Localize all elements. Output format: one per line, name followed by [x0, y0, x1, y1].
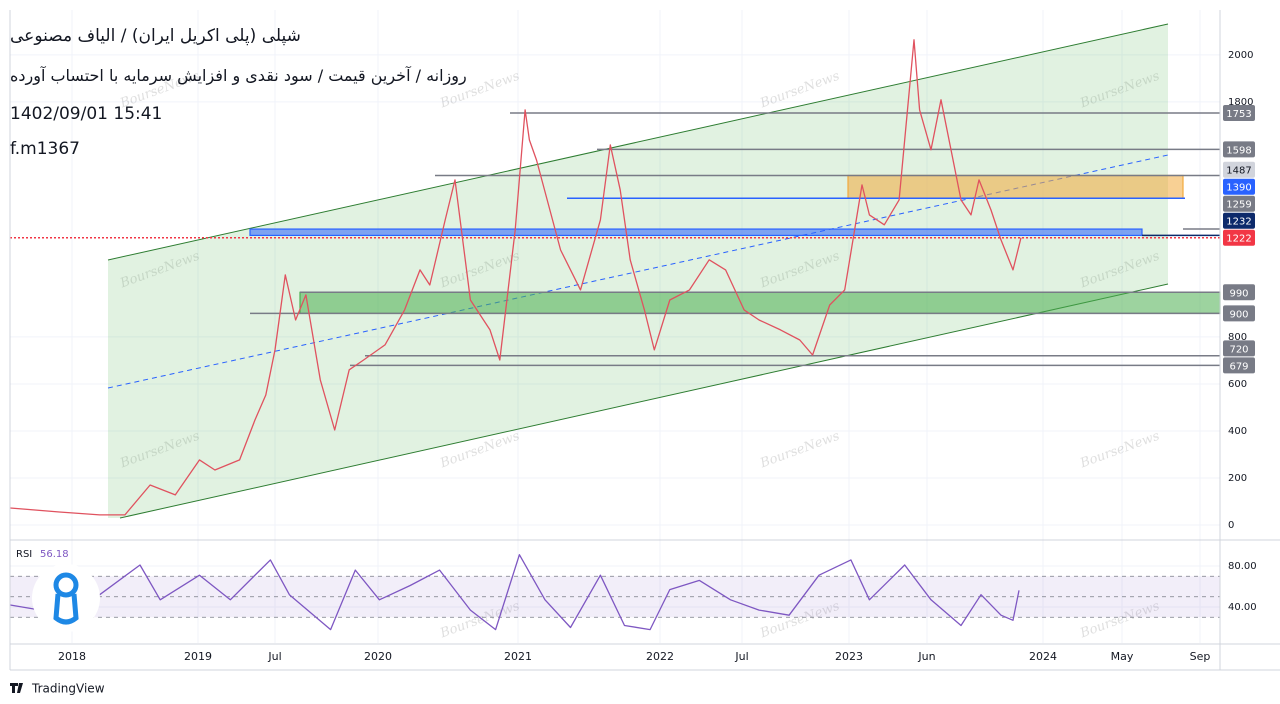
- mark-layer: [10, 39, 1022, 631]
- rsi-band: [10, 576, 1220, 618]
- zone-layer: [10, 112, 1221, 367]
- x-tick-label: 2018: [58, 650, 86, 663]
- x-tick-label: May: [1111, 650, 1134, 663]
- level-label-bg: [1223, 104, 1255, 121]
- y-tick-label: 2000: [1228, 50, 1253, 61]
- level-label: 1390: [1226, 183, 1251, 194]
- logo-shape: [53, 572, 79, 598]
- level-label-bg: [1223, 340, 1255, 357]
- x-tick-label: 2021: [504, 650, 532, 663]
- y-tick-label: 0: [1228, 520, 1234, 531]
- level-label-bg: [1223, 305, 1255, 322]
- level-label-bg: [1223, 212, 1255, 229]
- y-tick-label: 400: [1228, 426, 1247, 437]
- channel-bottom: [119, 283, 1169, 519]
- logo-shape: [53, 593, 79, 625]
- watermark: BourseNews: [757, 429, 842, 472]
- price-line: [10, 39, 1022, 516]
- datetime: 1402/09/01 15:41: [10, 104, 163, 124]
- title: شپلی (پلی اکریل ایران) / الیاف مصنوعی: [10, 26, 301, 46]
- level-label: 1753: [1226, 109, 1251, 120]
- channel-top: [107, 23, 1169, 261]
- tv-logo: [10, 683, 23, 693]
- level-label-bg: [1223, 229, 1255, 246]
- watermark: BourseNews: [1077, 429, 1162, 472]
- level-label-bg: [1223, 161, 1255, 178]
- zone: [249, 228, 1143, 236]
- x-tick-label: Sep: [1190, 650, 1211, 663]
- subtitle: روزانه / آخرین قیمت / سود نقدی و افزایش …: [10, 66, 467, 85]
- level-label-bg: [1223, 178, 1255, 195]
- zone: [299, 291, 1221, 315]
- level-label-bg: [1223, 357, 1255, 374]
- y-tick-label: 40.00: [1228, 602, 1257, 613]
- level-label-bg: [1223, 195, 1255, 212]
- level-label: 990: [1229, 288, 1248, 299]
- level-label: 1259: [1226, 200, 1251, 211]
- level-label: 1598: [1226, 145, 1251, 156]
- x-tick-label: Jul: [267, 650, 281, 663]
- y-tick-label: 1800: [1228, 97, 1253, 108]
- rsi-value: 56.18: [40, 549, 69, 560]
- x-tick-label: 2023: [835, 650, 863, 663]
- x-tick-label: 2020: [364, 650, 392, 663]
- y-tick-label: 800: [1228, 332, 1247, 343]
- x-tick-label: Jul: [734, 650, 748, 663]
- level-label: 1487: [1226, 166, 1251, 177]
- x-tick-label: 2024: [1029, 650, 1057, 663]
- level-label: 720: [1229, 344, 1248, 355]
- level-label: 900: [1229, 309, 1248, 320]
- y-tick-label: 80.00: [1228, 561, 1257, 572]
- x-tick-label: 2022: [646, 650, 674, 663]
- y-tick-label: 600: [1228, 379, 1247, 390]
- level-label-bg: [1223, 284, 1255, 301]
- x-tick-label: Jun: [917, 650, 935, 663]
- level-label-bg: [1223, 141, 1255, 158]
- code: f.m1367: [10, 139, 80, 159]
- level-label: 1232: [1226, 217, 1251, 228]
- y-tick-label: 200: [1228, 473, 1247, 484]
- zone: [847, 174, 1184, 199]
- label-layer: 2018 2019 Jul 2020 2021 2022 Jul 2023 Jun 2024 May…: [58, 50, 1257, 663]
- logo: [32, 564, 100, 632]
- x-tick-label: 2019: [184, 650, 212, 663]
- level-label: 1222: [1226, 234, 1251, 245]
- rsi-title: RSI: [16, 549, 32, 560]
- rsi-line: [10, 554, 1020, 631]
- footer: TradingView: [31, 682, 105, 696]
- level-label: 679: [1229, 361, 1248, 372]
